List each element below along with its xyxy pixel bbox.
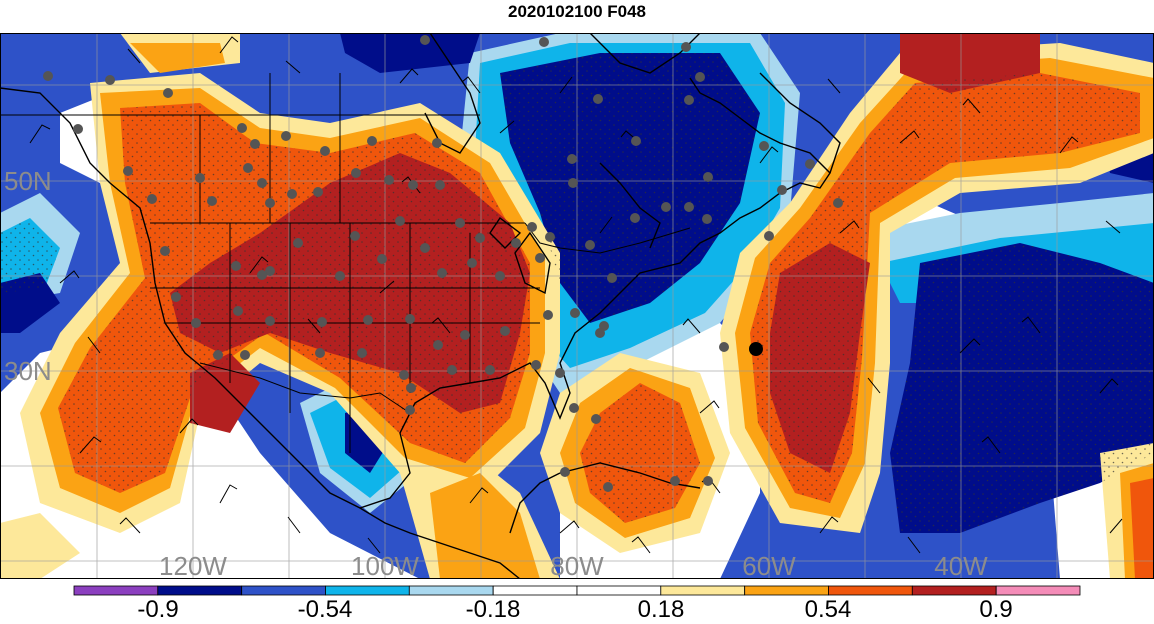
longitude-labels: 120W 100W 80W 60W 40W [159, 551, 988, 579]
colorbar-label-0.54: 0.54 [804, 596, 852, 623]
highlighted-station [749, 342, 763, 356]
map-title: 2020102100 F048 [507, 2, 647, 21]
colorbar-box-0 [73, 585, 159, 596]
colorbar-label-0.9: 0.9 [979, 596, 1013, 623]
colorbar-boxes [73, 585, 1081, 596]
stations [43, 35, 843, 492]
stippling [0, 53, 1154, 533]
colorbar-box-11 [995, 585, 1081, 596]
colorbar [73, 585, 1081, 596]
colorbar-box-7 [660, 585, 745, 596]
lon-label-80w: 80W [550, 551, 604, 579]
correlation-map: 120W 100W 80W 60W 40W 50N 30N [0, 33, 1154, 579]
latitude-labels: 50N 30N [4, 166, 52, 386]
colorbar-box-10 [911, 585, 997, 596]
colorbar-label-neg-0.18: -0.18 [465, 596, 521, 623]
lat-label-50n: 50N [4, 166, 52, 196]
political-borders [0, 73, 691, 453]
colorbar-box-8 [744, 585, 829, 596]
graticule [0, 33, 1154, 579]
colorbar-label-neg-0.9: -0.9 [137, 596, 179, 623]
colorbar-label-0.18: 0.18 [637, 596, 685, 623]
lon-label-120w: 120W [159, 551, 227, 579]
colorbar-box-5 [492, 585, 578, 596]
lon-label-40w: 40W [934, 551, 988, 579]
colorbar-box-1 [157, 585, 243, 596]
lon-label-100w: 100W [351, 551, 419, 579]
lat-label-30n: 30N [4, 356, 52, 386]
colorbar-box-4 [408, 585, 494, 596]
colorbar-box-9 [828, 585, 913, 596]
wind-barbs [29, 36, 1123, 554]
coastlines [0, 33, 841, 579]
colorbar-box-3 [325, 585, 410, 596]
colorbar-box-6 [576, 585, 662, 596]
lon-label-60w: 60W [742, 551, 796, 579]
colorbar-box-2 [241, 585, 326, 596]
colorbar-label-neg-0.54: -0.54 [297, 596, 353, 623]
